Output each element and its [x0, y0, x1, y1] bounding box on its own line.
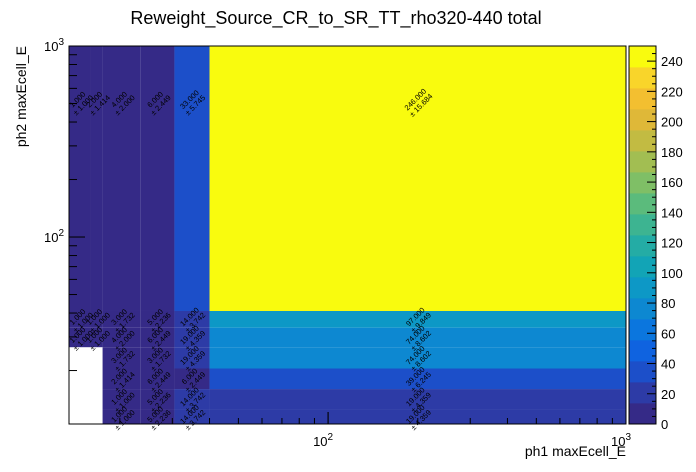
y-tick-exponent: 2 [58, 228, 64, 239]
heatmap-cell [102, 310, 141, 328]
y-tick-exponent: 3 [58, 37, 64, 48]
heatmap-cell [174, 389, 210, 410]
colorbar-tick-label: 120 [661, 236, 683, 251]
heatmap-cell [174, 327, 210, 348]
x-tick-base: 10 [611, 434, 625, 449]
heatmap-cell [174, 368, 210, 390]
heatmap-cell [209, 409, 626, 424]
colorbar-tick-label: 140 [661, 205, 683, 220]
x-tick-exponent: 3 [625, 432, 631, 443]
colorbar-segment [629, 256, 656, 278]
heatmap-cell [140, 46, 175, 311]
colorbar-segment [629, 298, 656, 320]
heatmap-cell [140, 368, 175, 390]
heatmap-cell [174, 310, 210, 328]
heatmap-cell [140, 327, 175, 348]
heatmap-cell [140, 389, 175, 410]
x-tick-label: 102 [313, 432, 333, 449]
heatmap-cell [90, 310, 103, 328]
heatmap-cell [209, 46, 626, 311]
colorbar-segment [629, 403, 656, 425]
colorbar-segment [629, 235, 656, 257]
colorbar-tick-label: 60 [661, 326, 675, 341]
colorbar-segment [629, 340, 656, 362]
colorbar-segment [629, 319, 656, 341]
chart-title: Reweight_Source_CR_to_SR_TT_rho320-440 t… [130, 8, 541, 29]
heatmap-cell [102, 46, 141, 311]
heatmap-cell [69, 327, 91, 348]
y-tick-base: 10 [44, 39, 58, 54]
heatmap-cell [102, 389, 141, 410]
colorbar-tick-label: 240 [661, 54, 683, 69]
heatmap-cell [69, 310, 91, 328]
colorbar-tick-label: 100 [661, 266, 683, 281]
heatmap-cell [209, 347, 626, 369]
heatmap-cell [140, 347, 175, 369]
x-tick-exponent: 2 [328, 432, 334, 443]
colorbar-segment [629, 172, 656, 194]
y-axis-title: ph2 maxEcell_E [13, 46, 29, 147]
heatmap-cell [102, 409, 141, 424]
colorbar-segment [629, 214, 656, 236]
heatmap-cell [209, 389, 626, 410]
colorbar-segment [629, 382, 656, 404]
colorbar-segment [629, 67, 656, 89]
heatmap-cell [69, 46, 91, 311]
x-tick-base: 10 [313, 434, 327, 449]
heatmap-cell [174, 409, 210, 424]
colorbar-tick-label: 160 [661, 175, 683, 190]
colorbar-tick-label: 220 [661, 84, 683, 99]
colorbar-segment [629, 151, 656, 173]
heatmap-cell [209, 310, 626, 328]
heatmap-cell [140, 409, 175, 424]
x-axis-title: ph1 maxEcell_E [525, 443, 626, 459]
heatmap-cells [69, 46, 626, 424]
colorbar-tick-label: 200 [661, 115, 683, 130]
heatmap-cell [174, 46, 210, 311]
colorbar-segment [629, 361, 656, 383]
heatmap-cell [90, 327, 103, 348]
y-tick-base: 10 [44, 230, 58, 245]
heatmap-cell [102, 368, 141, 390]
colorbar-segment [629, 277, 656, 299]
heatmap-cell [90, 46, 103, 311]
cell-label: 1.000± 1.000 [68, 90, 95, 117]
heatmap-cell [102, 347, 141, 369]
x-tick-label: 103 [611, 432, 631, 449]
heatmap-cell [209, 327, 626, 348]
colorbar-tick-label: 20 [661, 387, 675, 402]
y-tick-label: 102 [44, 228, 64, 245]
plot-frame [68, 45, 627, 425]
colorbar-tick-label: 0 [661, 417, 668, 432]
colorbar-segment [629, 193, 656, 215]
colorbar-tick-label: 40 [661, 357, 675, 372]
colorbar-tick-label: 80 [661, 296, 675, 311]
colorbar-segment [629, 88, 656, 110]
heatmap-cell [209, 368, 626, 390]
x-axis: 102 103 [119, 412, 631, 449]
y-tick-label: 103 [44, 37, 64, 54]
color-scale-bar: 0 20 40 60 80 100 120 140 160 180 200 220 240 [628, 45, 683, 432]
heatmap-cell [102, 327, 141, 348]
heatmap-cell [140, 310, 175, 328]
colorbar-segment [629, 109, 656, 131]
colorbar-tick-label: 180 [661, 145, 683, 160]
colorbar-segment [629, 46, 656, 68]
heatmap-cell [174, 347, 210, 369]
colorbar-segment [629, 130, 656, 152]
